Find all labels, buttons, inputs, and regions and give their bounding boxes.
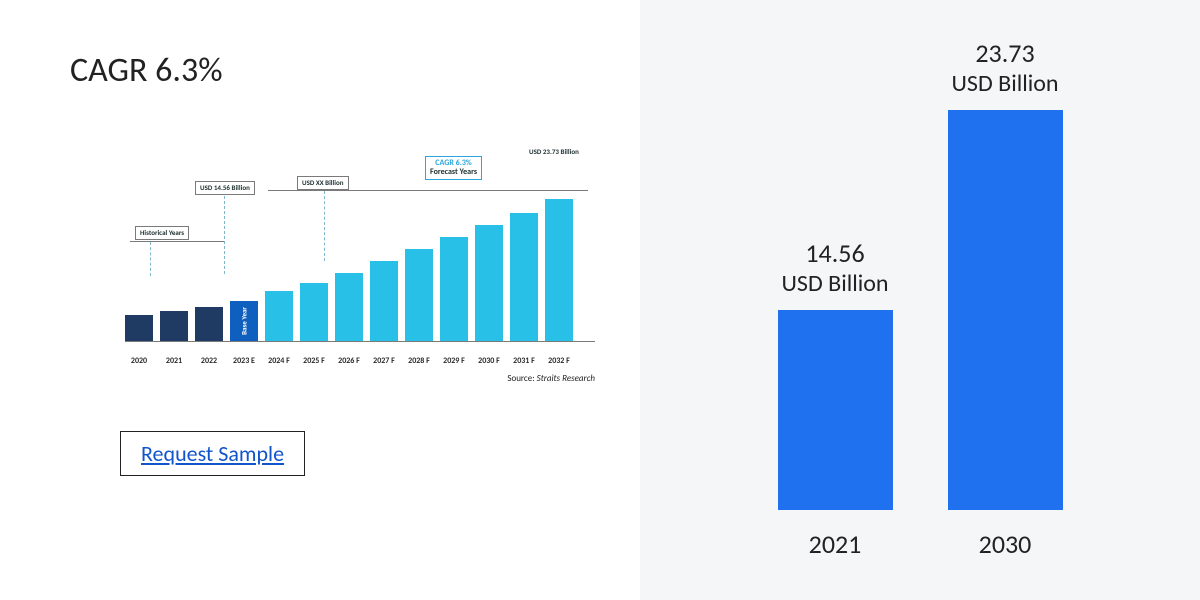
mini-xlabel: 2030 F xyxy=(475,356,503,366)
big-xlabel: 2030 xyxy=(930,528,1080,560)
mini-bar xyxy=(370,261,398,341)
mini-bar: Base Year xyxy=(230,301,258,341)
cagr-headline: CAGR 6.3% xyxy=(70,50,610,91)
mini-xlabel: 2022 xyxy=(195,356,223,366)
big-xaxis: 2021 2030 xyxy=(750,528,1090,560)
source-label: Source: xyxy=(507,373,534,384)
mini-xlabel: 2028 F xyxy=(405,356,433,366)
callout-cagr-line2: Forecast Years xyxy=(430,168,477,177)
mini-bars-area: Base Year xyxy=(125,182,595,342)
mini-xlabel: 2025 F xyxy=(300,356,328,366)
page-root: CAGR 6.3% Historical Years USD 14.56 Bil… xyxy=(0,0,1200,600)
big-bar-column: 23.73USD Billion xyxy=(930,37,1080,510)
right-panel: 14.56USD Billion23.73USD Billion 2021203… xyxy=(640,0,1200,600)
mini-forecast-chart: Historical Years USD 14.56 Billion USD X… xyxy=(125,146,595,366)
mini-bar xyxy=(160,311,188,341)
mini-xlabel: 2032 F xyxy=(545,356,573,366)
mini-xlabel: 2029 F xyxy=(440,356,468,366)
base-year-rot-label: Base Year xyxy=(240,307,249,335)
mini-bar xyxy=(405,249,433,341)
mini-xlabel: 2021 xyxy=(160,356,188,366)
mini-xaxis: 2020 2021 2022 2023 E 2024 F 2025 F 2026 F 2027… xyxy=(125,356,595,366)
big-bar-unit: USD Billion xyxy=(782,269,889,298)
mini-xlabel: 2031 F xyxy=(510,356,538,366)
callout-cagr: CAGR 6.3% Forecast Years xyxy=(425,156,482,180)
mini-bar xyxy=(545,199,573,341)
big-bar-unit: USD Billion xyxy=(952,69,1059,98)
mini-xlabel: 2024 F xyxy=(265,356,293,366)
mini-bar xyxy=(335,273,363,341)
left-panel: CAGR 6.3% Historical Years USD 14.56 Bil… xyxy=(0,0,640,600)
request-sample-link[interactable]: Request Sample xyxy=(141,440,284,467)
mini-bar xyxy=(300,283,328,341)
mini-bar xyxy=(125,315,153,341)
big-bar-column: 14.56USD Billion xyxy=(760,237,910,510)
big-bar xyxy=(948,110,1063,510)
mini-bar xyxy=(195,307,223,341)
mini-xlabel: 2023 E xyxy=(230,356,258,366)
source-name: Straits Research xyxy=(537,373,595,384)
big-bar-value: 23.73 xyxy=(975,37,1034,69)
mini-xlabel: 2020 xyxy=(125,356,153,366)
big-bar xyxy=(778,310,893,510)
mini-bar xyxy=(475,225,503,341)
mini-bar xyxy=(440,237,468,341)
big-bar-value: 14.56 xyxy=(805,237,864,269)
big-bars-area: 14.56USD Billion23.73USD Billion xyxy=(750,20,1090,510)
mini-xlabel: 2026 F xyxy=(335,356,363,366)
mini-xlabel: 2027 F xyxy=(370,356,398,366)
request-sample-button[interactable]: Request Sample xyxy=(120,431,305,476)
big-xlabel: 2021 xyxy=(760,528,910,560)
mini-bar xyxy=(265,291,293,341)
callout-usd-end: USD 23.73 Billion xyxy=(525,146,583,158)
chart-source: Source: Straits Research xyxy=(507,373,595,384)
big-comparison-chart: 14.56USD Billion23.73USD Billion 2021203… xyxy=(690,20,1150,570)
mini-bar xyxy=(510,213,538,341)
